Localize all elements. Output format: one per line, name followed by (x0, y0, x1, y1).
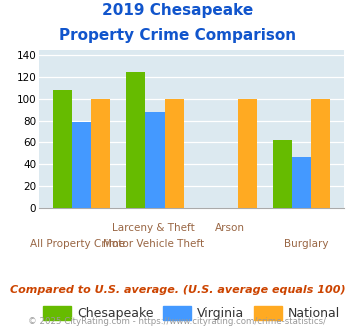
Text: Arson: Arson (215, 223, 245, 233)
Bar (53, 90, 72, 208)
Text: All Property Crime: All Property Crime (30, 239, 125, 249)
Text: Property Crime Comparison: Property Crime Comparison (59, 28, 296, 43)
Bar (292, 156, 311, 208)
Bar (72, 121, 91, 208)
Text: 2019 Chesapeake: 2019 Chesapeake (102, 3, 253, 18)
Text: Motor Vehicle Theft: Motor Vehicle Theft (103, 239, 204, 249)
Text: Compared to U.S. average. (U.S. average equals 100): Compared to U.S. average. (U.S. average … (10, 285, 345, 295)
Bar (311, 99, 331, 208)
Text: © 2025 CityRating.com - https://www.cityrating.com/crime-statistics/: © 2025 CityRating.com - https://www.city… (28, 317, 327, 326)
Bar (164, 99, 184, 208)
Bar (91, 99, 110, 208)
Bar (126, 73, 146, 208)
Bar (146, 112, 164, 208)
Text: Larceny & Theft: Larceny & Theft (112, 223, 195, 233)
Bar (273, 140, 292, 208)
Text: Burglary: Burglary (284, 239, 328, 249)
Legend: Chesapeake, Virginia, National: Chesapeake, Virginia, National (38, 301, 345, 325)
Bar (238, 99, 257, 208)
